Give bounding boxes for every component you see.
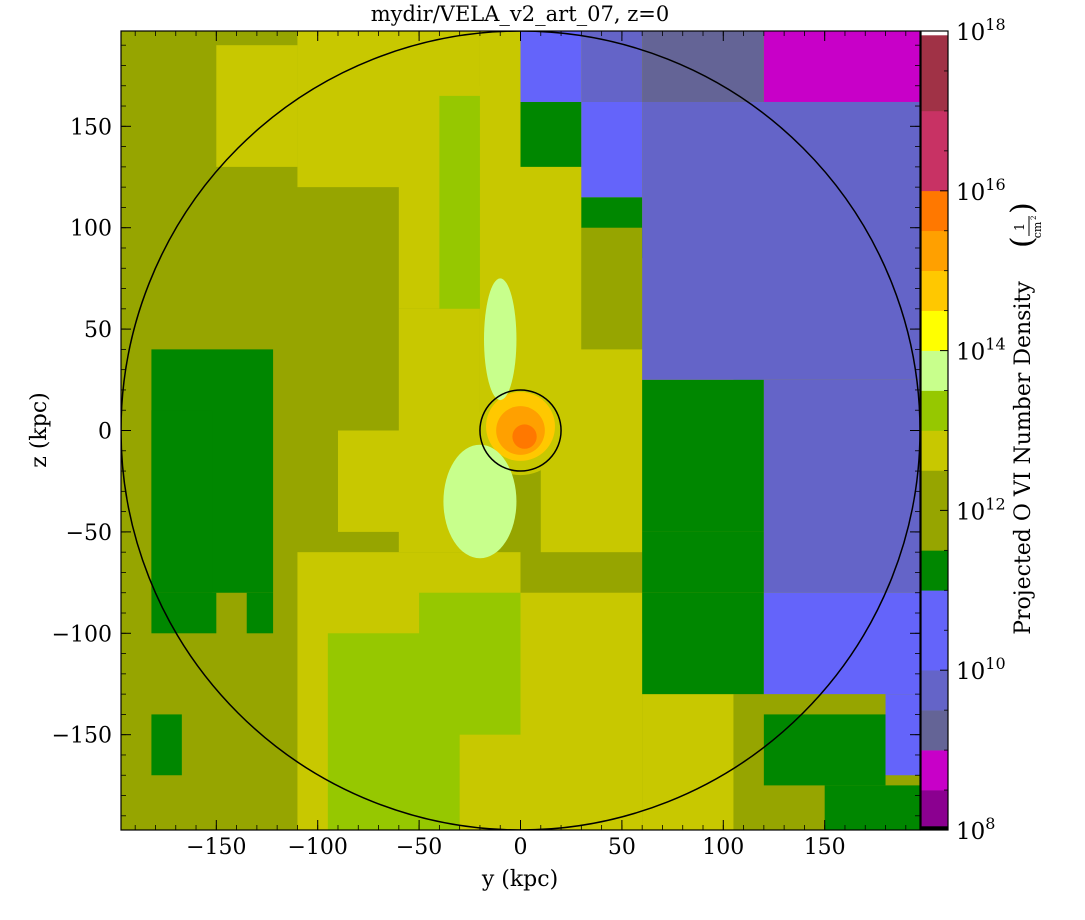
colorbar-tick-label: 1016	[956, 175, 1006, 206]
density-cell-32	[824, 785, 920, 830]
y-tick-label: 0	[98, 420, 112, 445]
colorbar-bin-12	[921, 350, 948, 391]
density-cell-19	[246, 592, 274, 634]
density-cell-13	[419, 592, 521, 735]
density-cell-21	[151, 714, 182, 776]
colorbar-tick-label: 1018	[956, 15, 1006, 46]
colorbar-bin-15	[921, 230, 948, 271]
x-tick-label: 50	[608, 835, 636, 860]
colorbar-bin-4	[921, 670, 948, 711]
colorbar-tick-label: 1012	[956, 494, 1006, 525]
heatmap	[121, 31, 920, 830]
radius-circles	[121, 31, 920, 830]
y-tick-label: −50	[66, 521, 112, 546]
density-cell-18	[151, 592, 217, 634]
density-cell-35	[581, 31, 643, 102]
colorbar-ticks: 108 1010 1012 1014 1016 1018	[940, 15, 1006, 845]
unit-denominator: cm	[1031, 221, 1044, 238]
colorbar-tick-label: 1014	[956, 335, 1006, 366]
y-axis-label: z (kpc)	[27, 392, 52, 468]
y-tick-label: 150	[70, 115, 112, 140]
unit-numerator: 1	[1013, 223, 1028, 231]
density-cell-22	[520, 101, 582, 167]
colorbar-bin-9	[921, 470, 948, 511]
density-blob-4	[443, 444, 517, 559]
colorbar-bin-18	[921, 110, 948, 152]
colorbar-bin-0	[921, 826, 948, 831]
core-density-region	[443, 278, 568, 559]
density-cell-28	[642, 379, 764, 532]
colorbar-bin-20	[921, 34, 948, 72]
density-cell-2	[216, 45, 298, 167]
colorbar-bin-10	[921, 430, 948, 471]
x-tick-label: 150	[804, 835, 846, 860]
density-cell-15	[642, 694, 734, 830]
density-cell-9	[581, 227, 643, 350]
x-tick-label: −150	[186, 835, 246, 860]
colorbar-bin-8	[921, 510, 948, 551]
colorbar-bin-6	[921, 590, 948, 631]
density-cell-33	[520, 31, 582, 102]
x-tick-label: −100	[287, 835, 347, 860]
y-tick-label: −100	[52, 622, 112, 647]
colorbar-bin-13	[921, 310, 948, 351]
colorbar-bin-3	[921, 710, 948, 751]
colorbar	[921, 31, 948, 831]
colorbar-title: Projected O VI Number Density	[1011, 281, 1036, 635]
colorbar-label: Projected O VI Number Density ( 1 cm 2 )	[1005, 202, 1044, 635]
colorbar-bin-7	[921, 550, 948, 591]
y-tick-label: 50	[84, 318, 112, 343]
unit-paren-open: (	[1005, 236, 1040, 248]
colorbar-bin-1	[921, 790, 948, 827]
colorbar-bin-14	[921, 270, 948, 311]
density-cell-31	[763, 714, 886, 786]
x-tick-label: 100	[702, 835, 744, 860]
density-cell-29	[642, 531, 764, 593]
unit-paren-close: )	[1005, 202, 1040, 214]
density-cell-39	[763, 379, 920, 593]
density-cell-38	[642, 101, 920, 380]
colorbar-bin-11	[921, 390, 948, 431]
x-axis-ticks: −150 −100 −50 0 50 100 150	[134, 31, 907, 860]
colorbar-bin-21	[921, 31, 948, 36]
density-cell-14	[520, 592, 643, 830]
x-tick-label: −50	[396, 835, 442, 860]
x-tick-label: 0	[514, 835, 528, 860]
density-blob-6	[534, 349, 568, 390]
density-cell-36	[642, 31, 764, 102]
colorbar-tick-label: 108	[956, 814, 995, 845]
density-cell-34	[581, 101, 643, 198]
colorbar-tick-label: 1010	[956, 654, 1006, 685]
density-cell-40	[763, 592, 920, 695]
colorbar-bin-16	[921, 190, 948, 232]
density-cell-23	[581, 197, 643, 228]
colorbar-bin-2	[921, 750, 948, 791]
y-tick-label: 100	[70, 217, 112, 242]
density-cell-20	[151, 410, 213, 593]
colorbar-bin-5	[921, 630, 948, 671]
x-axis-label: y (kpc)	[481, 867, 558, 892]
colorbar-bin-19	[921, 70, 948, 112]
density-cell-7	[337, 430, 420, 532]
density-cell-37	[763, 31, 920, 102]
density-blob-5	[483, 278, 517, 401]
density-cell-30	[642, 592, 764, 695]
radius-circle-1	[479, 389, 562, 472]
y-axis-ticks: 150 100 50 0 −50 −100 −150	[52, 44, 920, 817]
unit-denominator-exponent: 2	[1030, 216, 1038, 220]
chart-title: mydir/VELA_v2_art_07, z=0	[371, 2, 669, 26]
density-blob-3	[512, 424, 537, 449]
y-tick-label: −150	[52, 724, 112, 749]
colorbar-bin-17	[921, 150, 948, 192]
